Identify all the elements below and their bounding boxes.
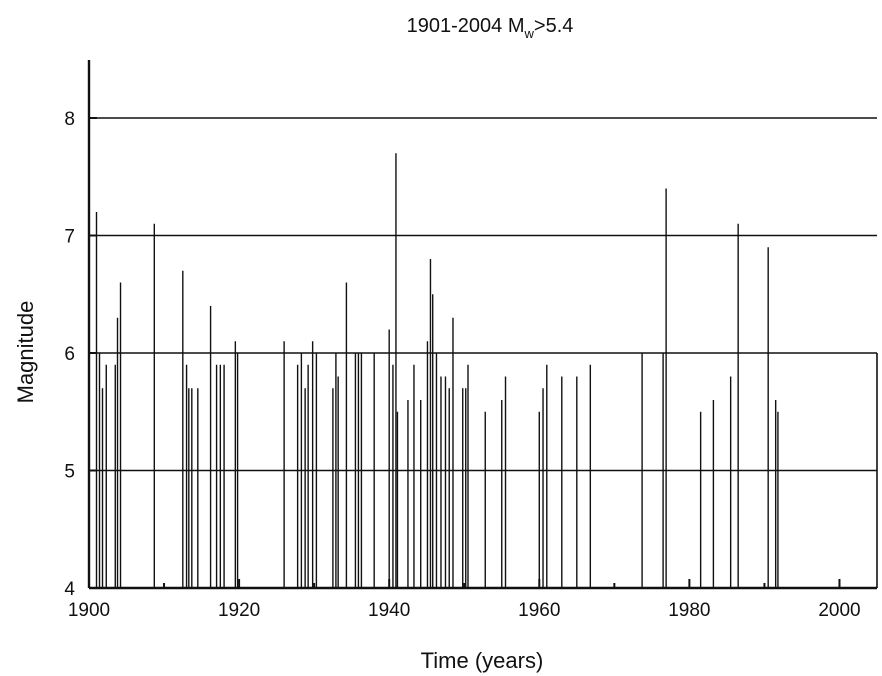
y-tick-label: 6 [64, 344, 75, 365]
x-tick-label: 1980 [668, 600, 710, 621]
x-axis-label: Time (years) [421, 648, 544, 673]
y-axis-label: Magnitude [13, 301, 38, 404]
x-tick-label: 1920 [218, 600, 260, 621]
y-tick-label: 8 [64, 109, 75, 130]
x-tick-label: 1960 [518, 600, 560, 621]
magnitude-bars [95, 153, 779, 588]
y-tick-label: 7 [64, 227, 75, 248]
y-tick-label: 5 [64, 462, 75, 483]
chart-title-subscript: w [524, 26, 535, 41]
x-tick-label: 1940 [368, 600, 410, 621]
y-tick-label: 4 [64, 579, 75, 600]
reference-lines [89, 117, 877, 472]
x-axis: 1900 1920 1940 1960 1980 2000 [68, 579, 877, 621]
x-tick-label: 2000 [818, 600, 860, 621]
y-axis: 4 5 6 7 8 [64, 60, 97, 600]
chart-title: 1901-2004 Mw>5.4 [407, 15, 574, 41]
x-tick-label: 1900 [68, 600, 110, 621]
